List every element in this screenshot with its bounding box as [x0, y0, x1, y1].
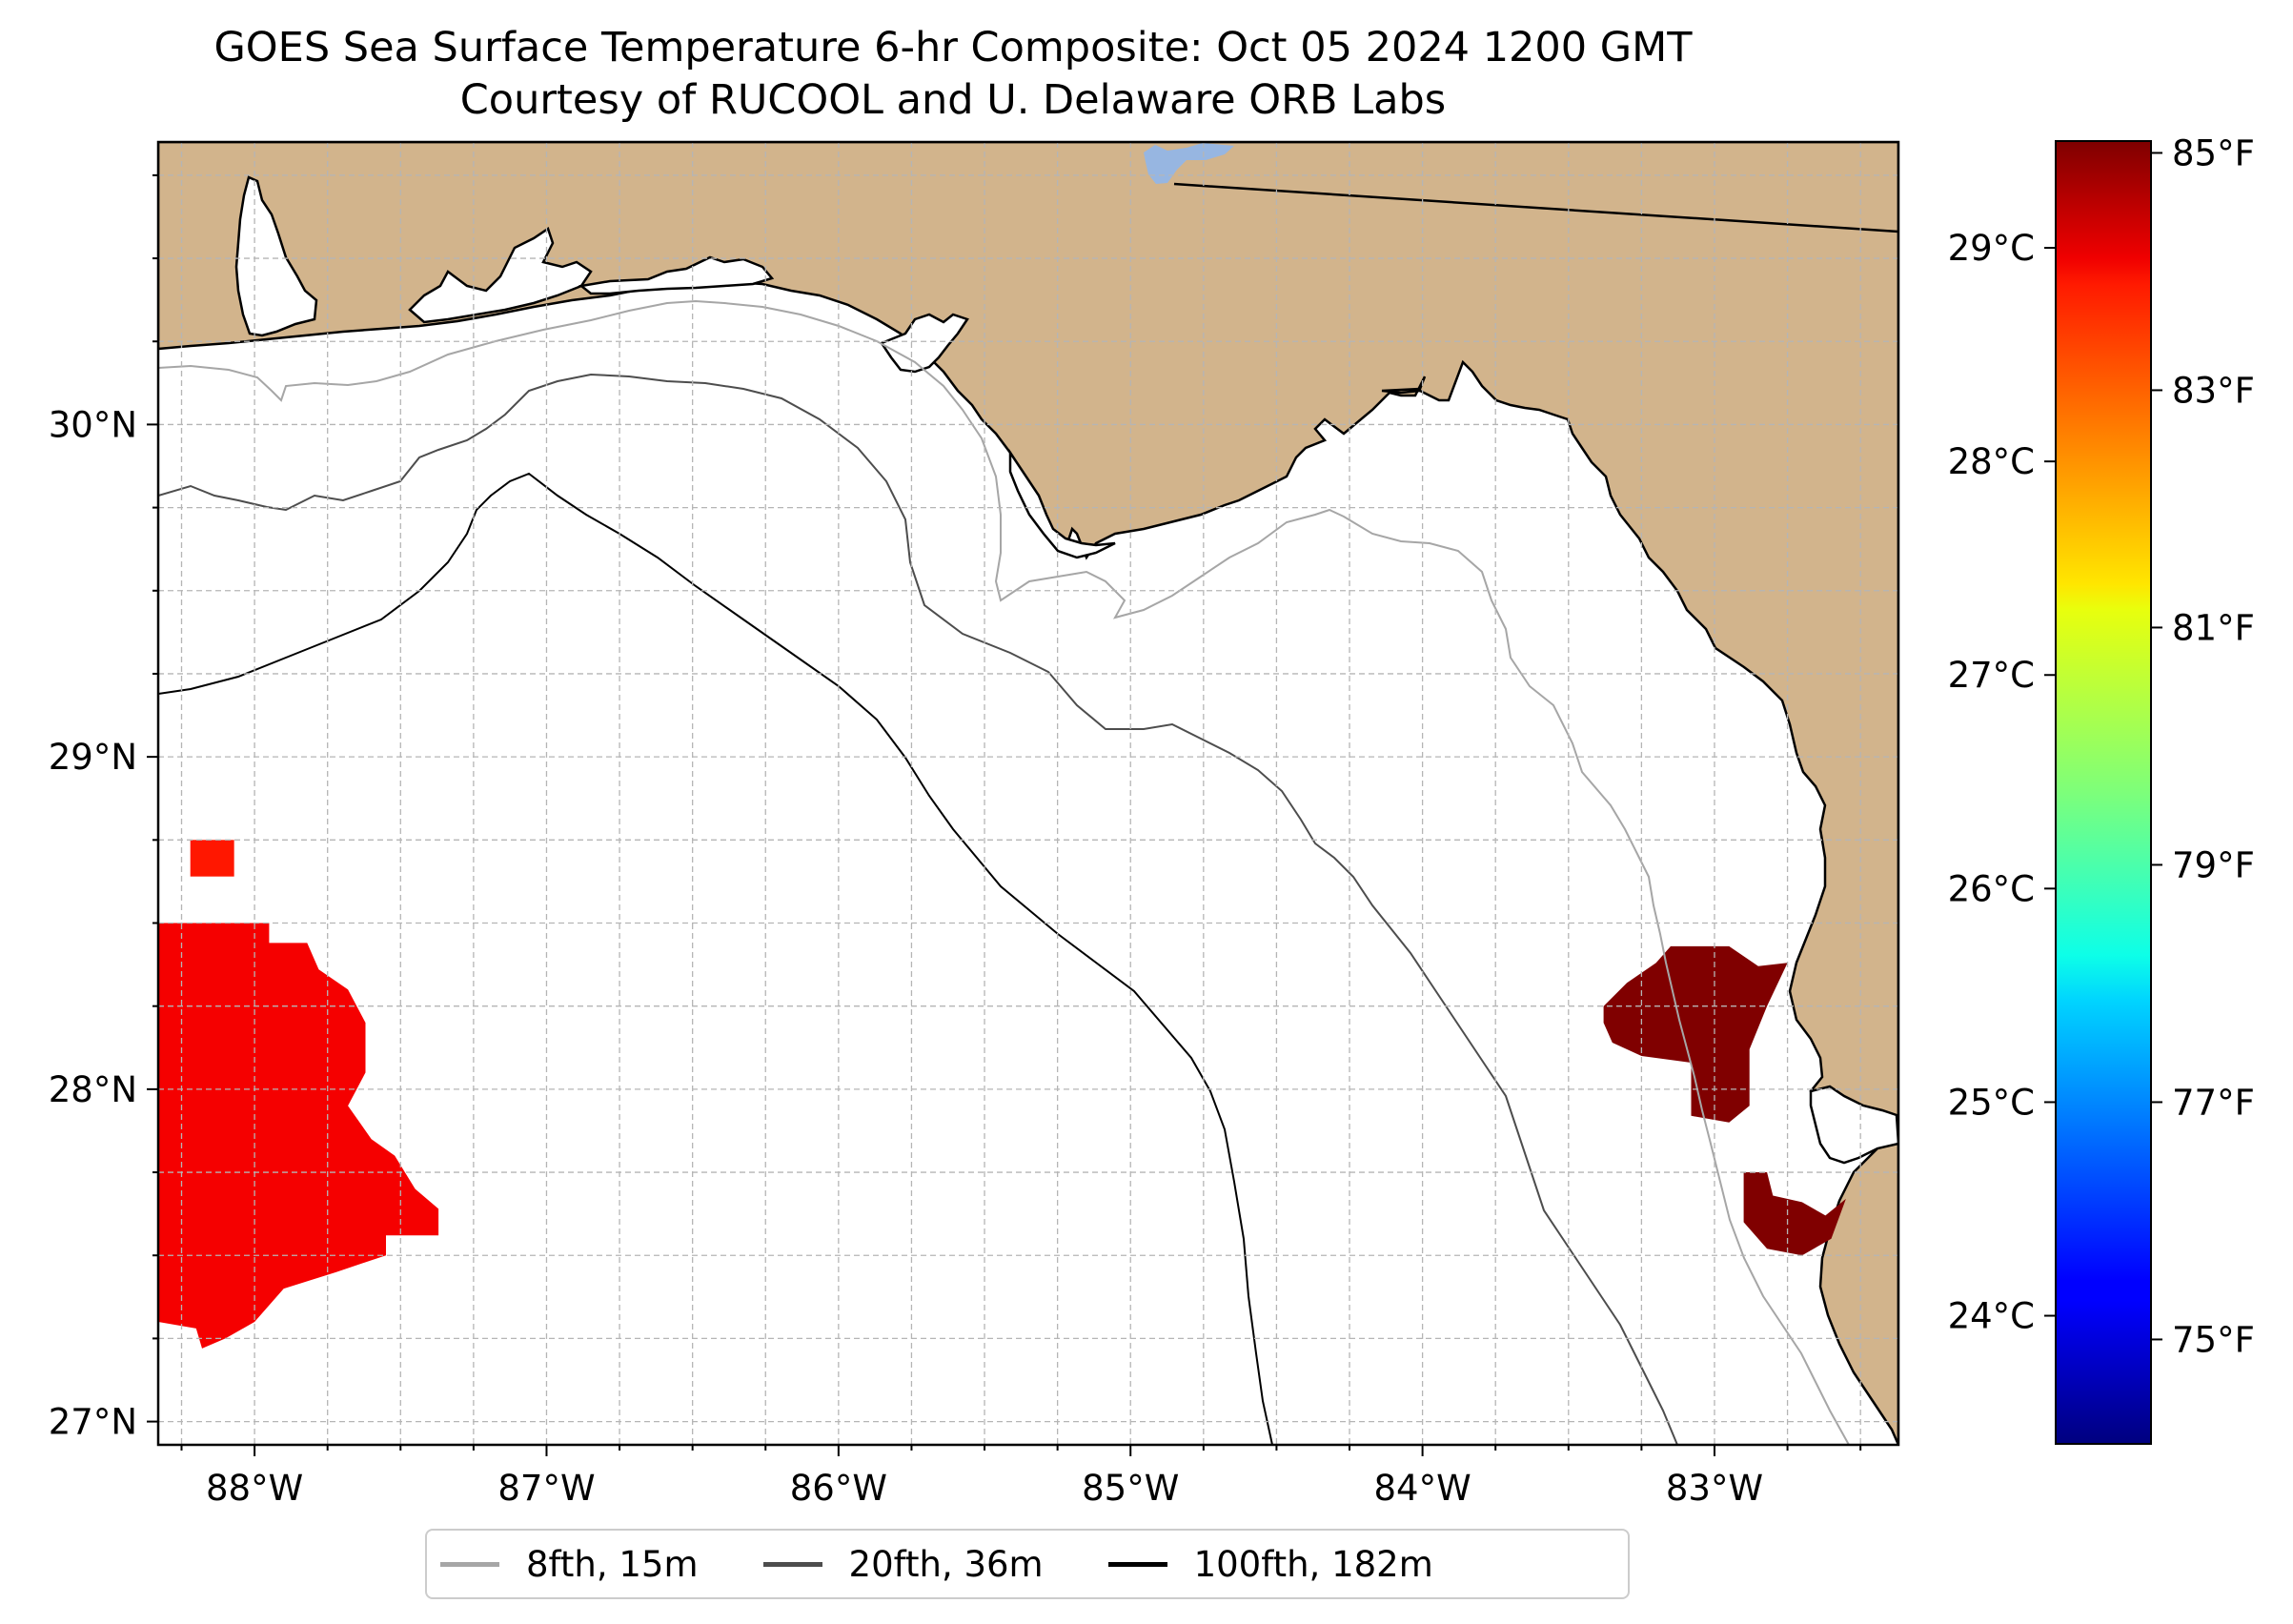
lon-tick-label: 87°W — [497, 1468, 595, 1509]
st-andrew-bay — [880, 313, 969, 374]
legend-label-20fth: 20fth, 36m — [848, 1543, 1044, 1585]
lat-tick-label: 28°N — [49, 1069, 137, 1110]
lon-tick-label: 86°W — [790, 1468, 887, 1509]
lon-tick-label: 83°W — [1666, 1468, 1763, 1509]
fahrenheit-tick-label: 85°F — [2172, 132, 2255, 173]
fahrenheit-tick-label: 83°F — [2172, 370, 2255, 411]
fahrenheit-tick-label: 79°F — [2172, 844, 2255, 885]
sst-layer — [158, 840, 1846, 1349]
map-frame — [156, 140, 1900, 1447]
lat-tick-label: 27°N — [49, 1402, 137, 1443]
lat-tick-label: 29°N — [49, 737, 137, 778]
fahrenheit-tick-label: 75°F — [2172, 1319, 2255, 1360]
celsius-tick-label: 29°C — [1948, 228, 2035, 269]
colorbar-ticks: 24°C 25°C 26°C 27°C 28°C 29°C 75°F 77°F 79°F 81°F… — [1948, 132, 2255, 1360]
legend-item-8fth: 8fth, 15m — [440, 1544, 699, 1585]
contour-legend: 8fth, 15m 20fth, 36m 100fth, 182m — [425, 1529, 1630, 1599]
lake-seminole — [1144, 143, 1234, 184]
contour-8fth — [158, 299, 1850, 1445]
gridlines — [158, 142, 1898, 1445]
celsius-tick-label: 28°C — [1948, 441, 2035, 482]
celsius-tick-label: 26°C — [1948, 868, 2035, 909]
choctawhatchee-bay — [578, 255, 775, 295]
colorbar — [2055, 140, 2152, 1445]
sst-patch-small — [190, 840, 234, 877]
sst-patch-tampa-bay — [1743, 1172, 1846, 1256]
legend-swatch-100fth — [1107, 1561, 1167, 1567]
lon-tick-label: 85°W — [1082, 1468, 1179, 1509]
pensacola-bay — [408, 227, 593, 324]
mobile-bay — [234, 175, 318, 337]
fahrenheit-tick-label: 81°F — [2172, 607, 2255, 648]
celsius-tick-label: 24°C — [1948, 1296, 2035, 1337]
fahrenheit-tick-label: 77°F — [2172, 1082, 2255, 1123]
sst-patch-big-bend-coast — [1603, 945, 1788, 1123]
map-axes: 88°W 87°W 86°W 85°W 84°W 83°W 27°N 28°N 29°N 30°N — [49, 173, 1862, 1509]
celsius-tick-label: 27°C — [1948, 655, 2035, 696]
legend-swatch-20fth — [762, 1561, 822, 1567]
contour-20fth — [158, 373, 1678, 1445]
celsius-tick-label: 25°C — [1948, 1082, 2035, 1123]
legend-label-100fth: 100fth, 182m — [1193, 1543, 1433, 1585]
legend-swatch-8fth — [440, 1561, 499, 1567]
land-north-coast — [158, 142, 1898, 1445]
apalachicola-bay — [1008, 448, 1116, 559]
state-border — [1173, 182, 1898, 233]
sst-patch-western-gulf — [158, 923, 439, 1349]
lon-tick-label: 84°W — [1374, 1468, 1471, 1509]
figure-title: GOES Sea Surface Temperature 6-hr Compos… — [213, 24, 1693, 71]
lat-tick-label: 30°N — [49, 404, 137, 445]
legend-item-20fth: 20fth, 36m — [762, 1543, 1044, 1585]
figure-subtitle: Courtesy of RUCOOL and U. Delaware ORB L… — [459, 76, 1447, 124]
tampa-bay — [1809, 1085, 1898, 1165]
legend-label-8fth: 8fth, 15m — [526, 1543, 699, 1585]
legend-item-100fth: 100fth, 182m — [1107, 1543, 1433, 1585]
lon-tick-label: 88°W — [206, 1468, 303, 1509]
